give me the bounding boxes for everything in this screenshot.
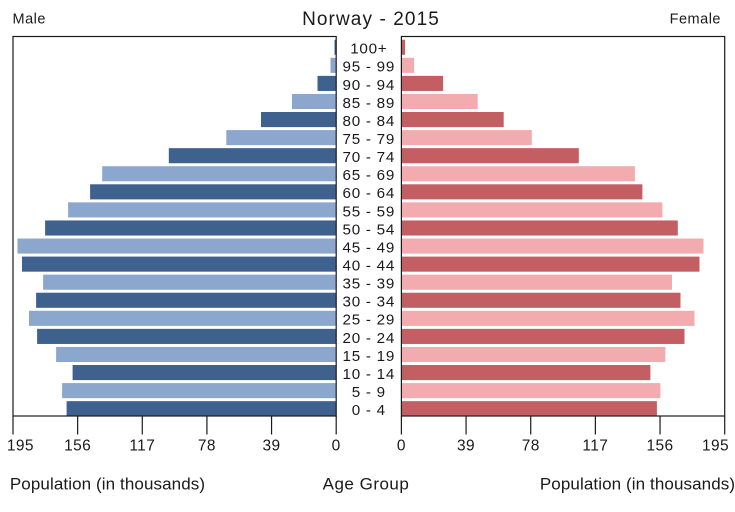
svg-text:156: 156 (647, 438, 674, 455)
svg-text:Norway - 2015: Norway - 2015 (302, 9, 440, 30)
svg-text:75 - 79: 75 - 79 (343, 131, 396, 148)
svg-text:78: 78 (198, 438, 216, 455)
svg-text:117: 117 (129, 438, 155, 455)
svg-text:20 - 24: 20 - 24 (343, 330, 396, 347)
svg-text:0 - 4: 0 - 4 (352, 402, 386, 419)
svg-text:156: 156 (64, 438, 91, 455)
svg-text:85 - 89: 85 - 89 (343, 95, 396, 112)
svg-text:35 - 39: 35 - 39 (343, 276, 396, 293)
svg-text:5 - 9: 5 - 9 (352, 384, 386, 401)
svg-text:15 - 19: 15 - 19 (343, 348, 396, 365)
svg-text:39: 39 (457, 438, 475, 455)
svg-text:45 - 49: 45 - 49 (343, 239, 396, 256)
svg-text:78: 78 (522, 438, 540, 455)
svg-text:50 - 54: 50 - 54 (343, 221, 396, 238)
svg-text:60 - 64: 60 - 64 (343, 185, 396, 202)
svg-text:Female: Female (670, 11, 721, 27)
svg-text:195: 195 (7, 438, 34, 455)
svg-text:30 - 34: 30 - 34 (343, 294, 396, 311)
svg-text:100+: 100+ (350, 41, 387, 58)
svg-text:25 - 29: 25 - 29 (343, 312, 396, 329)
svg-text:70 - 74: 70 - 74 (343, 149, 396, 166)
svg-text:90 - 94: 90 - 94 (343, 77, 396, 94)
svg-text:40 - 44: 40 - 44 (343, 258, 396, 275)
svg-text:65 - 69: 65 - 69 (343, 167, 396, 184)
svg-text:195: 195 (702, 438, 729, 455)
svg-text:80 - 84: 80 - 84 (343, 113, 396, 130)
svg-text:0: 0 (397, 438, 406, 455)
svg-text:55 - 59: 55 - 59 (343, 203, 396, 220)
svg-text:39: 39 (263, 438, 281, 455)
svg-text:95 - 99: 95 - 99 (343, 59, 396, 76)
svg-text:Male: Male (13, 11, 46, 27)
svg-text:10 - 14: 10 - 14 (343, 366, 396, 383)
svg-text:Age Group: Age Group (323, 474, 410, 493)
svg-text:0: 0 (332, 438, 341, 455)
svg-text:117: 117 (582, 438, 608, 455)
svg-text:Population (in thousands): Population (in thousands) (10, 474, 205, 493)
svg-text:Population (in thousands): Population (in thousands) (540, 474, 735, 493)
